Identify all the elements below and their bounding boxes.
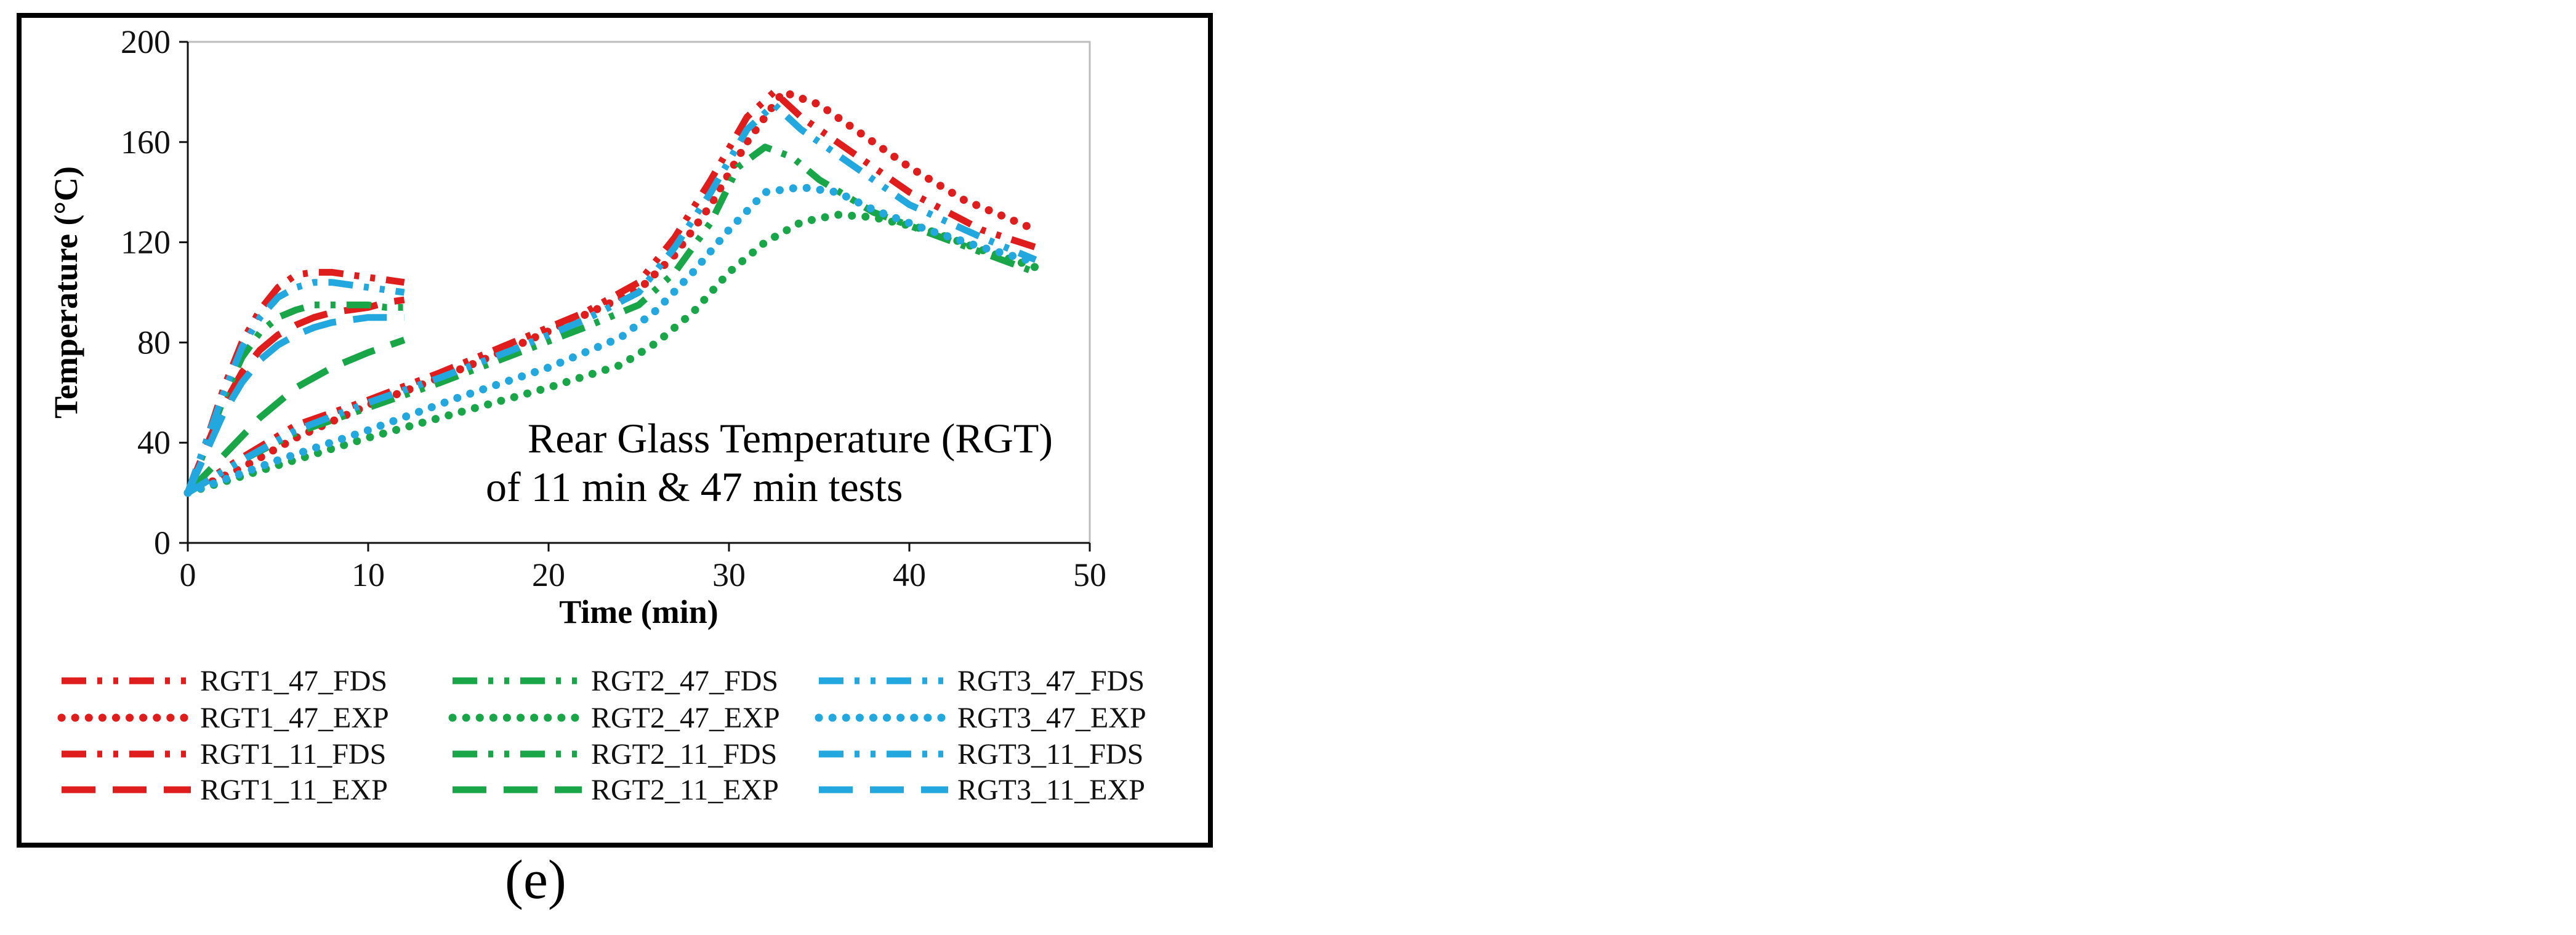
legend-item-rgt2-47-exp: RGT2_47_EXP [448,702,780,734]
legend-item-rgt3-47-fds: RGT3_47_FDS [819,665,1145,697]
y-tick-label: 160 [121,124,171,161]
x-tick-label: 10 [352,556,385,593]
legend-label: RGT1_11_FDS [200,738,386,771]
legend-item-rgt2-11-exp: RGT2_11_EXP [453,774,779,806]
legend-label: RGT1_47_FDS [200,665,387,697]
y-ticks: 0 40 80 120 160 200 [121,23,188,561]
legend-label: RGT3_11_EXP [957,774,1145,806]
y-tick-label: 200 [121,23,171,60]
series-rgt2-11-exp [185,337,406,496]
series-rgt3-47-exp [183,183,1040,497]
legend-item-rgt1-47-exp: RGT1_47_EXP [57,702,389,734]
y-tick-label: 40 [137,424,171,461]
legend-label: RGT2_47_FDS [591,665,778,697]
x-axis-label: Time (min) [559,593,718,630]
y-axis-label: Temperature (°C) [47,166,84,419]
series-layer [183,87,1040,497]
x-tick-label: 50 [1073,556,1106,593]
series-rgt3-11-fds [184,279,405,494]
x-tick-label: 30 [712,556,746,593]
legend-label: RGT1_47_EXP [200,702,389,734]
x-ticks: 0 10 20 30 40 50 [180,543,1106,593]
x-tick-label: 0 [180,556,196,593]
legend-item-rgt3-47-exp: RGT3_47_EXP [815,702,1146,734]
y-tick-label: 80 [137,324,171,361]
figure-frame: 0 10 20 30 40 50 0 40 80 120 160 200 Time (min) Te… [17,13,1213,848]
y-tick-label: 120 [121,224,171,261]
legend-label: RGT2_11_EXP [591,774,779,806]
y-tick-label: 0 [154,524,171,561]
series-rgt2-47-exp [183,211,1040,497]
legend-item-rgt1-47-fds: RGT1_47_FDS [62,665,387,697]
legend-item-rgt3-11-exp: RGT3_11_EXP [819,774,1145,806]
legend-label: RGT3_47_FDS [957,665,1145,697]
x-tick-label: 40 [893,556,926,593]
series-rgt1-47-fds [186,88,1037,496]
legend-item-rgt3-11-fds: RGT3_11_FDS [819,738,1143,771]
axes: 0 10 20 30 40 50 0 40 80 120 160 200 Time (min) Te… [47,23,1106,630]
legend-label: RGT3_11_FDS [957,738,1143,771]
panel-label: (e) [505,849,566,910]
legend-label: RGT1_11_EXP [200,774,388,806]
legend-item-rgt1-11-fds: RGT1_11_FDS [62,738,386,771]
legend-item-rgt2-47-fds: RGT2_47_FDS [453,665,778,697]
legend-label: RGT2_47_EXP [591,702,780,734]
temperature-chart: 0 10 20 30 40 50 0 40 80 120 160 200 Time (min) Te… [47,23,1146,806]
annotation-line-2: of 11 min & 47 min tests [486,463,903,510]
annotation-line-1: Rear Glass Temperature (RGT) [528,415,1053,462]
legend-label: RGT3_47_EXP [957,702,1146,734]
series-rgt2-11-fds [184,301,405,494]
legend-item-rgt2-11-fds: RGT2_11_FDS [453,738,777,771]
series-rgt3-11-exp [184,314,405,494]
legend-item-rgt1-11-exp: RGT1_11_EXP [62,774,388,806]
legend: RGT1_47_FDS RGT2_47_FDS RGT3_47_FDS RGT1_47… [57,665,1146,806]
x-tick-label: 20 [532,556,565,593]
series-rgt3-47-fds [186,101,1037,496]
legend-label: RGT2_11_FDS [591,738,777,771]
